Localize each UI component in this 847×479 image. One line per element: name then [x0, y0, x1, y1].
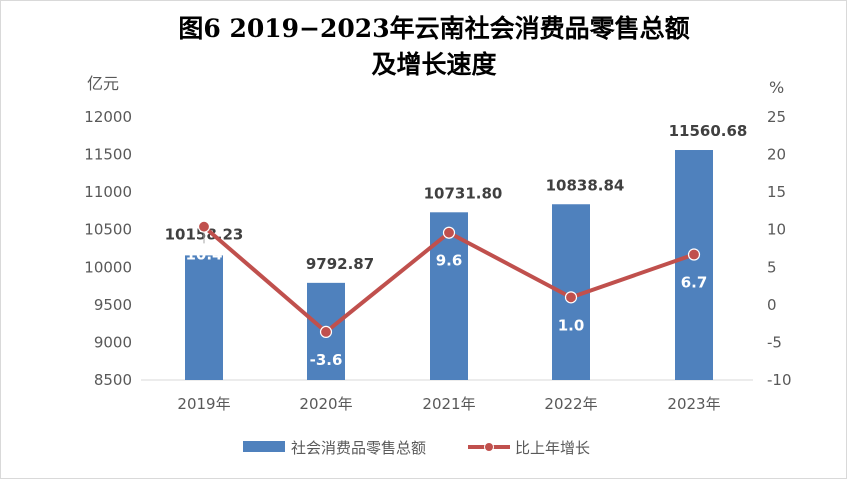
legend-swatch-marker	[484, 442, 494, 452]
left-axis-unit: 亿元	[87, 74, 119, 93]
right-axis-tick: 5	[767, 258, 777, 276]
category-label: 2020年	[299, 395, 352, 413]
growth-point	[687, 248, 701, 261]
left-axis-tick: 11000	[84, 183, 132, 201]
left-axis-tick: 9500	[94, 296, 132, 314]
right-axis-tick: 10	[767, 221, 786, 239]
left-axis-tick: 11500	[84, 146, 132, 164]
right-axis-tick: 0	[767, 296, 777, 314]
legend-label-bar: 社会消费品零售总额	[291, 439, 426, 457]
category-label: 2023年	[667, 395, 720, 413]
growth-data-label: 10.4	[185, 246, 222, 264]
right-axis-tick: 25	[767, 108, 786, 126]
growth-data-label: 1.0	[558, 316, 585, 334]
category-label: 2022年	[544, 395, 597, 413]
growth-point	[442, 226, 456, 239]
growth-point	[319, 325, 333, 339]
growth-data-label: -3.6	[310, 351, 343, 369]
left-axis-tick: 8500	[94, 371, 132, 389]
chart-title-line2: 及增长速度	[371, 50, 496, 79]
growth-data-label: 9.6	[436, 252, 463, 270]
right-axis-tick: -10	[767, 371, 792, 389]
bar-data-label: 11560.68	[669, 122, 748, 140]
bar-data-label: 9792.87	[306, 255, 374, 273]
category-label: 2019年	[177, 395, 230, 413]
growth-point	[197, 220, 211, 233]
left-axis-tick: 10000	[84, 258, 132, 276]
category-label: 2021年	[422, 395, 475, 413]
bar-data-label: 10838.84	[546, 176, 625, 194]
bar	[185, 255, 223, 380]
growth-point	[564, 291, 578, 304]
left-axis-tick: 12000	[84, 108, 132, 126]
left-axis-tick: 10500	[84, 221, 132, 239]
chart-title-line1: 图6 2019−2023年云南社会消费品零售总额	[178, 14, 689, 43]
growth-data-label: 6.7	[681, 274, 708, 292]
legend-swatch-bar	[243, 441, 285, 452]
right-axis-unit: %	[769, 78, 784, 97]
left-axis-tick: 9000	[94, 333, 132, 351]
right-axis-tick: -5	[767, 333, 782, 351]
bar	[675, 150, 713, 380]
legend-label-line: 比上年增长	[515, 439, 590, 457]
bar-data-label: 10731.80	[424, 184, 503, 202]
right-axis-tick: 15	[767, 183, 786, 201]
right-axis-tick: 20	[767, 146, 786, 164]
